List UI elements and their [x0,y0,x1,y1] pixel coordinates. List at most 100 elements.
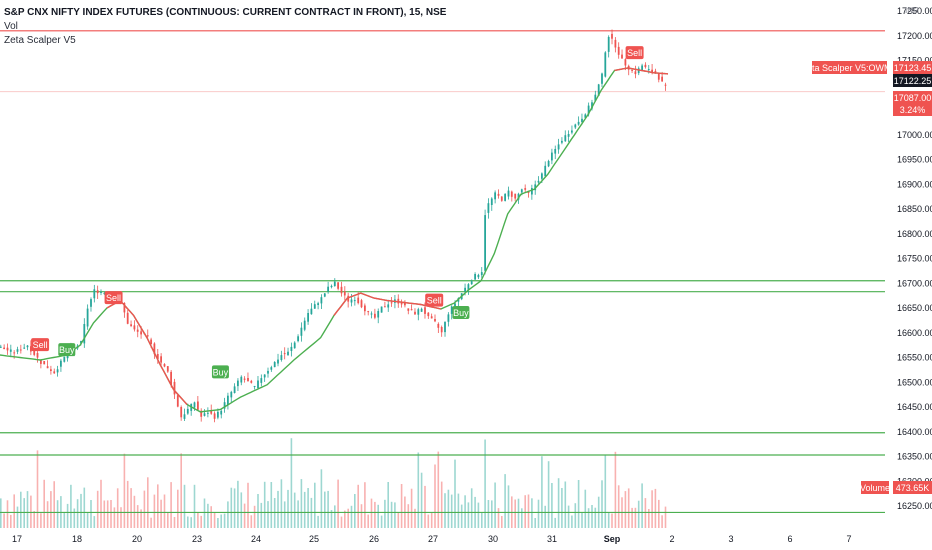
candle-body [6,347,9,351]
candle-body [621,54,623,59]
time-tick: Sep [604,534,621,544]
candle-body [280,355,283,360]
candle-body [427,312,430,317]
symbol-title: S&P CNX NIFTY INDEX FUTURES (CONTINUOUS:… [4,7,447,18]
candle-body [541,173,543,179]
volume-bar [223,513,226,528]
volume-bar [470,488,473,528]
volume-bar [460,504,463,528]
ma-name-tag-text: Zeta Scalper V5:OWMA [801,63,897,73]
volume-bar [614,451,617,528]
volume-bar [217,518,219,528]
candle-body [33,350,36,355]
volume-bar [517,498,520,528]
candle-body [474,274,476,280]
volume-bar [200,515,202,528]
volume-bar [577,480,580,528]
volume-bar [477,502,480,528]
volume-bar [531,498,533,528]
volume-bar [177,489,179,528]
volume-bar [36,450,39,528]
candle-body [293,342,296,349]
volume-bar [120,507,122,528]
candle-body [19,349,22,351]
volume-bar [314,482,316,528]
volume-bar [354,494,356,528]
volume-bar [50,491,52,528]
candle-body [46,366,49,369]
volume-bar [93,516,96,528]
candle-body [26,345,29,348]
candle-body [217,411,219,418]
volume-bar [420,472,423,528]
volume-bar [561,488,563,528]
volume-bar [30,495,32,528]
volume-bar [390,501,393,528]
last-price-tag [893,74,932,87]
volume-bar [233,488,236,528]
volume-bar [514,499,516,528]
candle-body [537,180,540,183]
volume-name-tag-text: Volume [860,483,890,493]
candle-body [647,69,650,71]
volume-bar [6,500,9,528]
time-tick: 18 [72,534,82,544]
candle-body [3,347,5,350]
candle-body [420,308,423,312]
candle-body [273,362,276,368]
volume-bar [397,512,400,528]
candle-body [464,287,466,292]
candle-body [136,329,139,332]
candle-body [601,73,603,84]
price-tick: 16750.00 [897,254,932,264]
volume-legend-label: Vol [4,21,18,32]
buy-signal-label: Buy [213,367,229,377]
candle-body [43,361,46,365]
owma-line [0,67,669,413]
volume-bar [213,512,216,528]
volume-bar [180,453,182,528]
volume-bar [557,478,560,528]
candle-body [330,285,333,288]
candle-body [641,65,643,70]
price-tick: 16950.00 [897,155,932,165]
volume-bar [594,507,597,528]
volume-bar [521,508,523,528]
candle-body [63,356,66,362]
volume-bar [407,504,410,528]
price-tick: 16600.00 [897,328,932,338]
volume-bar [440,481,443,528]
volume-bar [56,500,59,528]
candle-body [484,215,486,271]
candle-body [83,324,86,344]
volume-bar [554,517,556,528]
volume-bar [86,512,89,528]
volume-bar [53,481,55,528]
ma-value-tag [893,61,932,74]
candle-body [90,299,92,307]
volume-bar [564,481,567,528]
time-tick: 17 [12,534,22,544]
price-tick: 16650.00 [897,303,932,313]
volume-bar [183,484,186,528]
volume-bar [173,517,176,528]
candle-body [220,410,223,415]
volume-bar [481,512,483,528]
volume-bar [584,489,587,528]
volume-bar [414,508,416,528]
candle-body [500,196,503,201]
candle-body [323,293,326,297]
candle-body [631,69,633,71]
candle-body [544,165,547,177]
volume-bar [210,506,212,528]
volume-bar [654,488,657,528]
candle-body [487,203,490,213]
volume-bar [190,517,192,528]
candle-body [267,370,269,374]
candle-body [193,402,196,408]
time-tick: 27 [428,534,438,544]
volume-bar [90,500,92,528]
sell-signal [625,46,644,60]
candle-body [9,349,12,352]
